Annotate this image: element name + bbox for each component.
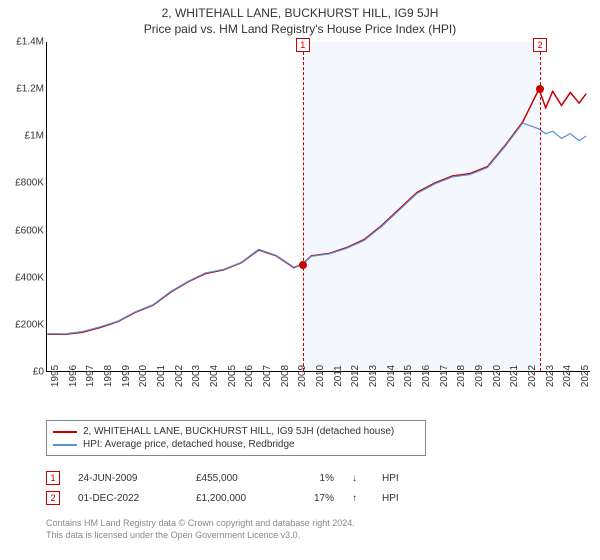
x-tick-label: 2025 [580,365,591,387]
x-tick-label: 2012 [350,365,361,387]
x-tick-label: 2006 [244,365,255,387]
x-tick-label: 1997 [85,365,96,387]
x-tick-label: 2002 [174,365,185,387]
tx-arrow-icon: ↑ [352,493,364,504]
chart-svg [47,42,590,371]
transaction-row: 1 24-JUN-2009 £455,000 1% ↓ HPI [46,468,586,488]
x-tick-label: 2020 [492,365,503,387]
x-tick-label: 1995 [50,365,61,387]
x-tick-label: 2004 [209,365,220,387]
tx-pct: 1% [294,473,334,484]
x-tick-label: 2010 [315,365,326,387]
legend-swatch-hpi [53,444,77,446]
y-tick-label: £1M [25,131,44,142]
series-hpi [47,123,586,334]
plot-area: 12 [46,42,590,372]
chart-title: 2, WHITEHALL LANE, BUCKHURST HILL, IG9 5… [0,0,600,20]
x-tick-label: 2014 [386,365,397,387]
footer-line2: This data is licensed under the Open Gov… [46,530,355,542]
tx-price: £455,000 [196,473,276,484]
tx-vs: HPI [382,493,399,504]
transaction-table: 1 24-JUN-2009 £455,000 1% ↓ HPI 2 01-DEC-2022 £1… [46,468,586,508]
tx-arrow-icon: ↓ [352,473,364,484]
footer-line1: Contains HM Land Registry data © Crown c… [46,518,355,530]
footer-attribution: Contains HM Land Registry data © Crown c… [46,518,355,541]
legend-swatch-property [53,431,77,433]
x-tick-label: 2017 [439,365,450,387]
x-tick-label: 2005 [227,365,238,387]
x-tick-label: 2011 [333,365,344,387]
marker-badge: 1 [296,38,310,52]
marker-dot [536,85,544,93]
marker-dot [299,261,307,269]
tx-pct: 17% [294,493,334,504]
y-tick-label: £600K [15,225,44,236]
legend-label-property: 2, WHITEHALL LANE, BUCKHURST HILL, IG9 5… [83,426,394,437]
y-tick-label: £1.4M [16,37,44,48]
price-chart: 2, WHITEHALL LANE, BUCKHURST HILL, IG9 5… [0,0,600,560]
x-tick-label: 2018 [456,365,467,387]
legend-label-hpi: HPI: Average price, detached house, Redb… [83,439,295,450]
x-tick-label: 2013 [368,365,379,387]
tx-badge: 2 [46,491,60,505]
y-tick-label: £400K [15,272,44,283]
x-tick-label: 2007 [262,365,273,387]
series-property [47,89,586,334]
tx-badge: 1 [46,471,60,485]
chart-subtitle: Price paid vs. HM Land Registry's House … [0,20,600,40]
tx-date: 01-DEC-2022 [78,493,178,504]
y-tick-label: £1.2M [16,84,44,95]
x-tick-label: 2023 [545,365,556,387]
x-tick-label: 2000 [138,365,149,387]
x-tick-label: 2008 [280,365,291,387]
x-tick-label: 2016 [421,365,432,387]
x-tick-label: 2009 [297,365,308,387]
x-tick-label: 2015 [403,365,414,387]
legend-row-property: 2, WHITEHALL LANE, BUCKHURST HILL, IG9 5… [53,425,419,438]
y-tick-label: £0 [33,367,44,378]
x-tick-label: 2003 [191,365,202,387]
tx-date: 24-JUN-2009 [78,473,178,484]
transaction-row: 2 01-DEC-2022 £1,200,000 17% ↑ HPI [46,488,586,508]
marker-badge: 2 [533,38,547,52]
x-tick-label: 1996 [68,365,79,387]
x-tick-label: 1999 [121,365,132,387]
x-tick-label: 2001 [156,365,167,387]
tx-price: £1,200,000 [196,493,276,504]
x-tick-label: 2024 [562,365,573,387]
legend-box: 2, WHITEHALL LANE, BUCKHURST HILL, IG9 5… [46,420,426,456]
x-tick-label: 2019 [474,365,485,387]
tx-vs: HPI [382,473,399,484]
legend-row-hpi: HPI: Average price, detached house, Redb… [53,438,419,451]
x-tick-label: 1998 [103,365,114,387]
y-tick-label: £800K [15,178,44,189]
x-tick-label: 2021 [509,365,520,387]
y-tick-label: £200K [15,319,44,330]
marker-vline [303,42,304,371]
x-tick-label: 2022 [527,365,538,387]
